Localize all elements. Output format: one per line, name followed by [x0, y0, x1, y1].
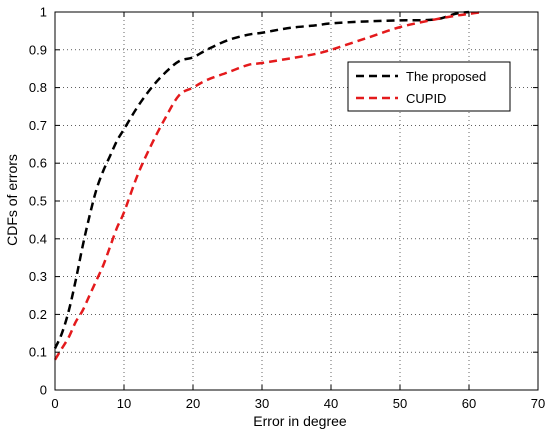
legend-box [347, 61, 511, 112]
x-tick-label: 60 [462, 396, 476, 411]
y-tick-label: 0.4 [29, 231, 47, 246]
y-tick-label: 1 [40, 5, 47, 20]
x-tick-label: 50 [393, 396, 407, 411]
x-tick-label: 40 [324, 396, 338, 411]
y-tick-label: 0.1 [29, 345, 47, 360]
series-layer [53, 10, 483, 361]
ticks-layer: 0 10 20 30 40 50 60 70 0 0.1 0.2 0.3 0.4 0.5 0.6 0.7 0.8… [29, 5, 545, 412]
x-tick-label: 20 [186, 396, 200, 411]
x-tick-label: 70 [531, 396, 545, 411]
y-tick-label: 0.5 [29, 194, 47, 209]
legend-label-cupid: CUPID [406, 91, 446, 106]
x-tick-label: 10 [117, 396, 131, 411]
y-tick-label: 0.6 [29, 156, 47, 171]
series-line-cupid [53, 10, 483, 361]
y-tick-label: 0.2 [29, 307, 47, 322]
y-tick-label: 0.9 [29, 42, 47, 57]
grid-layer [55, 12, 538, 390]
legend: The proposed CUPID [347, 61, 511, 112]
legend-label-the-proposed: The proposed [406, 69, 486, 84]
series-line-the-proposed [53, 10, 470, 349]
y-tick-label: 0.8 [29, 80, 47, 95]
y-tick-label: 0.7 [29, 118, 47, 133]
x-tick-label: 0 [51, 396, 58, 411]
x-axis-label: Error in degree [253, 413, 347, 429]
x-tick-label: 30 [255, 396, 269, 411]
y-tick-label: 0.3 [29, 269, 47, 284]
y-axis-label: CDFs of errors [4, 154, 20, 246]
y-tick-label: 0 [40, 383, 47, 398]
